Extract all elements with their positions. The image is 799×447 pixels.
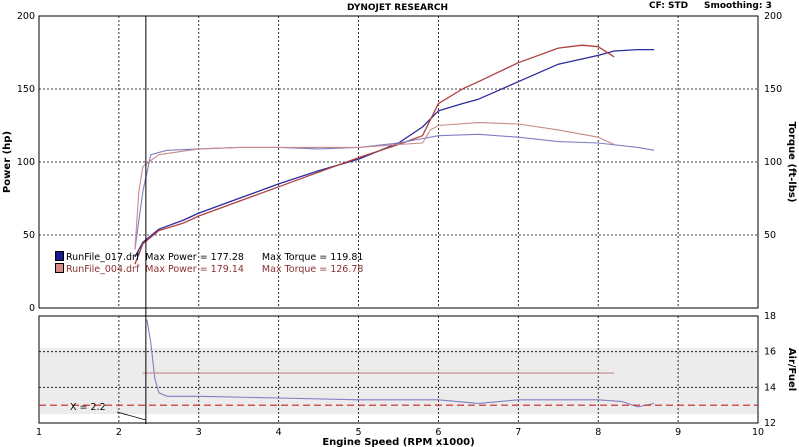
legend-max-power: Max Power = 177.28 bbox=[145, 252, 244, 263]
y-tick-label: 50 bbox=[23, 230, 35, 241]
x-tick-label: 1 bbox=[36, 427, 42, 438]
y2-tick-label: 50 bbox=[764, 230, 776, 241]
x-tick-label: 2 bbox=[116, 427, 122, 438]
power-line-run017 bbox=[134, 48, 655, 258]
torque-line-run004 bbox=[134, 122, 615, 250]
x-tick-label: 10 bbox=[752, 427, 764, 438]
afr-line-run017 bbox=[146, 319, 655, 408]
y2-axis-label: Torque (ft-lbs) bbox=[786, 122, 797, 203]
legend-swatch-run017 bbox=[55, 251, 64, 261]
legend-max-power: Max Power = 179.14 bbox=[145, 264, 244, 275]
x-tick-label: 7 bbox=[515, 427, 521, 438]
x-tick-label: 8 bbox=[595, 427, 601, 438]
x-tick-label: 4 bbox=[276, 427, 282, 438]
legend-item-run004: RunFile_004.drf Max Power = 179.14 Max Tor… bbox=[55, 263, 369, 275]
legend-swatch-run004 bbox=[55, 263, 64, 273]
legend-run-name: RunFile_004.drf bbox=[66, 264, 140, 275]
afr-tick-label: 14 bbox=[764, 382, 776, 393]
x-tick-label: 6 bbox=[435, 427, 441, 438]
y-tick-label: 150 bbox=[17, 84, 35, 95]
y2-tick-label: 150 bbox=[764, 84, 782, 95]
y-tick-label: 0 bbox=[29, 303, 35, 314]
legend-max-torque: Max Torque = 126.78 bbox=[261, 264, 364, 275]
y-axis-label: Power (hp) bbox=[2, 131, 13, 193]
cursor-pointer-line bbox=[116, 411, 146, 421]
y-tick-label: 100 bbox=[17, 157, 35, 168]
afr-tick-label: 16 bbox=[764, 347, 776, 358]
legend-item-run017: RunFile_017.drf Max Power = 177.28 Max Tor… bbox=[55, 251, 369, 263]
cursor-readout: X = 2.2 bbox=[70, 402, 106, 413]
x-tick-label: 9 bbox=[675, 427, 681, 438]
legend-max-torque: Max Torque = 119.81 bbox=[261, 252, 364, 263]
afr-shaded-band bbox=[40, 348, 757, 415]
smoothing-label: Smoothing: 3 bbox=[704, 1, 772, 11]
chart-title: DYNOJET RESEARCH bbox=[347, 3, 449, 13]
x-tick-label: 3 bbox=[196, 427, 202, 438]
cf-label: CF: STD bbox=[649, 1, 689, 11]
legend-run-name: RunFile_017.drf bbox=[66, 252, 140, 263]
y-tick-label: 200 bbox=[17, 11, 35, 22]
x-axis-label: Engine Speed (RPM x1000) bbox=[322, 437, 474, 447]
afr-tick-label: 18 bbox=[764, 311, 776, 322]
y2-tick-label: 100 bbox=[764, 157, 782, 168]
y2-tick-label: 200 bbox=[764, 11, 782, 22]
afr-tick-label: 12 bbox=[764, 418, 776, 429]
x-tick-label: 5 bbox=[356, 427, 362, 438]
afr-axis-label: Air/Fuel bbox=[786, 348, 797, 391]
main-plot-area bbox=[38, 15, 759, 309]
